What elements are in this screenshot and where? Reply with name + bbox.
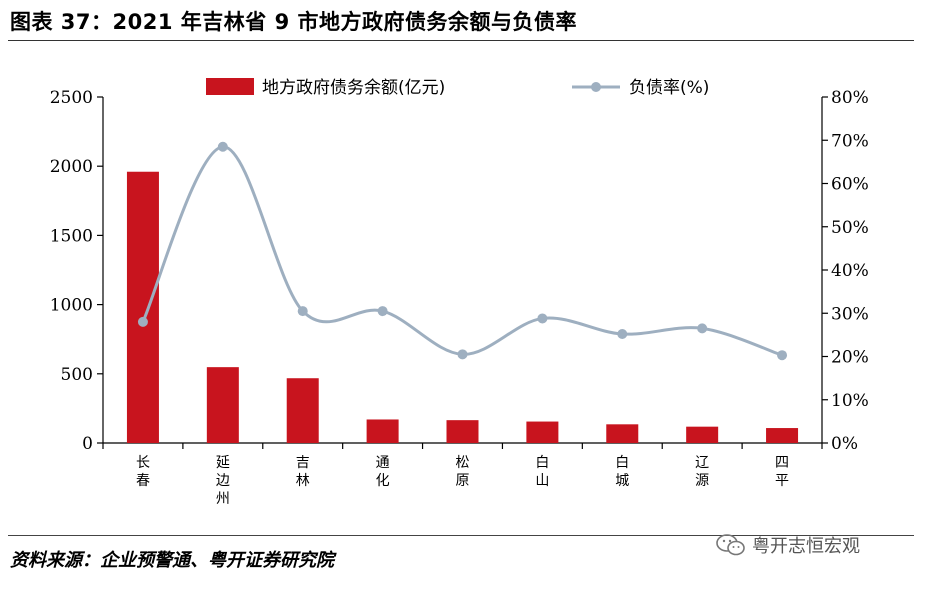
category-label: 平 — [775, 473, 789, 489]
category-label: 延 — [216, 455, 230, 471]
left-tick-label: 1000 — [50, 296, 93, 316]
bar-series — [126, 171, 799, 443]
left-tick-label: 2000 — [50, 157, 93, 177]
left-tick-label: 500 — [61, 365, 93, 385]
category-label: 源 — [695, 473, 709, 489]
source-divider — [8, 535, 914, 536]
line-point — [457, 349, 468, 360]
left-tick-label: 2500 — [50, 88, 93, 108]
line-point — [377, 306, 388, 317]
bar — [606, 424, 639, 443]
bar — [526, 421, 559, 443]
bar — [286, 378, 319, 443]
legend: 地方政府债务余额(亿元) 负债率(%) — [206, 78, 709, 98]
category-label: 吉 — [296, 455, 310, 471]
debt-ratio-line — [141, 145, 783, 357]
category-label: 白 — [615, 455, 629, 471]
category-label: 林 — [296, 473, 310, 489]
bar — [766, 428, 799, 443]
bar — [206, 367, 239, 443]
right-tick-label: 0% — [831, 434, 858, 454]
legend-line-marker — [591, 82, 601, 92]
legend-line-label: 负债率(%) — [629, 78, 709, 98]
bar — [126, 171, 159, 443]
legend-bar-label: 地方政府债务余额(亿元) — [262, 78, 445, 98]
watermark: 粤开志恒宏观 — [716, 532, 860, 558]
category-label: 通 — [376, 455, 390, 471]
left-tick-label: 1500 — [50, 226, 93, 246]
right-tick-label: 20% — [831, 348, 869, 368]
right-tick-label: 60% — [831, 175, 869, 195]
watermark-text: 粤开志恒宏观 — [752, 536, 860, 557]
line-point — [297, 306, 308, 317]
category-label: 原 — [456, 473, 470, 489]
line-series — [137, 141, 788, 361]
right-tick-label: 40% — [831, 261, 869, 281]
source-note: 资料来源：企业预警通、粤开证券研究院 — [10, 550, 334, 571]
bar — [686, 426, 719, 443]
line-point — [137, 316, 148, 327]
right-tick-label: 30% — [831, 304, 869, 324]
legend-bar-swatch — [206, 78, 254, 95]
category-label: 松 — [456, 455, 470, 471]
category-label: 城 — [615, 473, 629, 489]
bar — [446, 420, 479, 443]
category-label: 州 — [216, 491, 230, 507]
line-point — [617, 329, 628, 340]
category-label: 边 — [216, 473, 230, 489]
line-point — [217, 141, 228, 152]
category-label: 四 — [775, 455, 789, 471]
bar — [366, 419, 399, 443]
category-label: 长 — [136, 455, 150, 471]
left-tick-label: 0 — [82, 434, 93, 454]
right-tick-label: 10% — [831, 391, 869, 411]
category-label: 春 — [136, 473, 150, 489]
category-label: 化 — [376, 473, 390, 489]
title-divider — [8, 40, 914, 41]
line-point — [537, 313, 548, 324]
right-tick-label: 50% — [831, 218, 869, 238]
axes: 0 500 1000 1500 2000 2500 0% 10% 20% 30% 40% 50% 60%… — [50, 88, 869, 454]
wechat-icon — [716, 534, 745, 556]
line-point — [697, 323, 708, 334]
category-label: 辽 — [695, 455, 709, 471]
chart-title: 图表 37：2021 年吉林省 9 市地方政府债务余额与负债率 — [10, 10, 578, 34]
line-point — [777, 350, 788, 361]
category-label: 山 — [535, 473, 549, 489]
right-tick-label: 80% — [831, 88, 869, 108]
right-tick-label: 70% — [831, 131, 869, 151]
category-label: 白 — [535, 455, 549, 471]
